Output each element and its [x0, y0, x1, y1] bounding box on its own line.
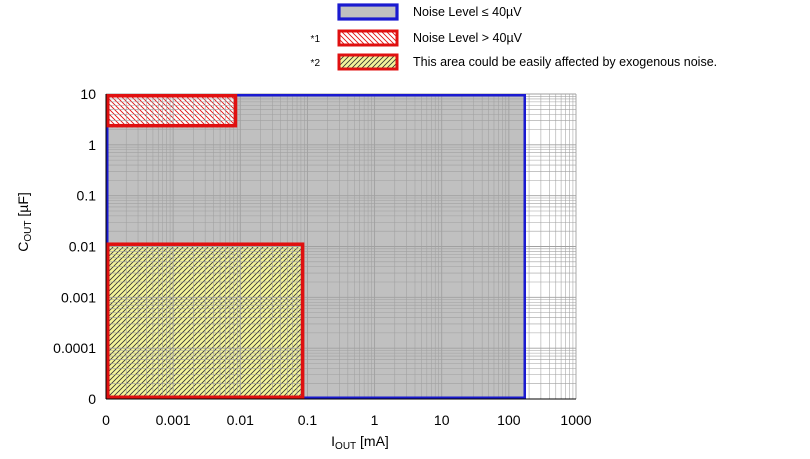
x-tick-label: 0.1: [298, 412, 318, 428]
region-fill-2: [106, 94, 238, 128]
y-tick-label: 1: [88, 137, 96, 153]
legend-label-2: Noise Level > 40µV: [413, 31, 523, 45]
legend-note-3: *2: [311, 58, 321, 69]
region-border-2: [106, 94, 238, 128]
y-tick-label: 0.0001: [53, 340, 96, 356]
y-axis-label: COUT [µF]: [15, 192, 34, 252]
x-tick-label: 0.01: [227, 412, 254, 428]
x-tick-label: 0.001: [156, 412, 191, 428]
x-tick-label: 0: [102, 412, 110, 428]
y-tick-label: 10: [80, 86, 96, 102]
legend: Noise Level ≤ 40µV Noise Level > 40µV *1 Th…: [311, 3, 717, 71]
x-tick-labels: 0 0.001 0.01 0.1 1 10 100 1000: [102, 412, 592, 428]
y-tick-label: 0.001: [61, 289, 96, 305]
region-borders-layer: [105, 94, 576, 400]
x-tick-label: 1000: [560, 412, 591, 428]
y-tick-label: 0.01: [69, 239, 96, 255]
legend-swatch-1: [337, 3, 399, 21]
legend-label-1: Noise Level ≤ 40µV: [413, 5, 522, 19]
x-tick-label: 100: [497, 412, 521, 428]
legend-swatch-2: [337, 29, 399, 47]
y-tick-label: 0.1: [77, 188, 97, 204]
legend-swatch-3: [337, 53, 399, 71]
x-tick-label: 10: [434, 412, 450, 428]
legend-note-2: *1: [311, 34, 321, 45]
x-axis-label: IOUT [mA]: [331, 433, 389, 452]
y-tick-labels: 0 0.0001 0.001 0.01 0.1 1 10: [53, 86, 96, 407]
y-tick-label: 0: [88, 391, 96, 407]
x-tick-label: 1: [371, 412, 379, 428]
region-border-3: [106, 242, 305, 399]
legend-label-3: This area could be easily affected by ex…: [413, 55, 717, 69]
